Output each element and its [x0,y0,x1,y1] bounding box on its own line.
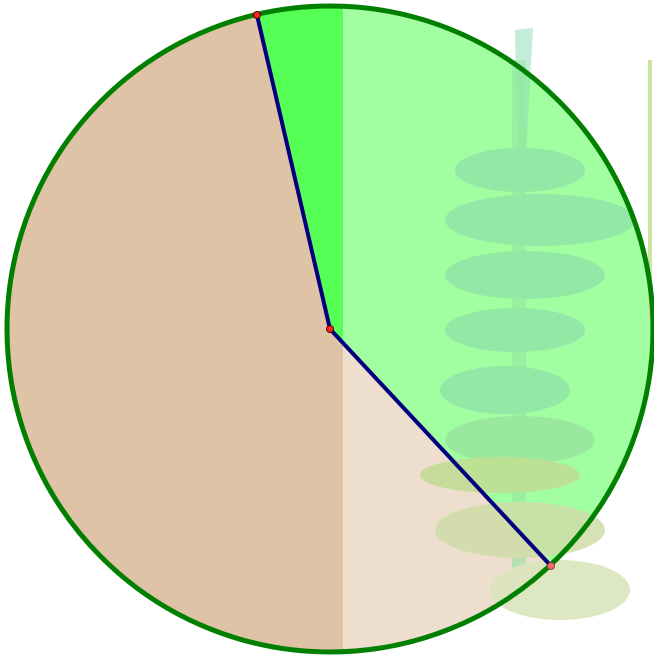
point-a[interactable] [254,12,261,19]
page [0,0,654,660]
point-b[interactable] [548,563,555,570]
applet-canvas [0,0,654,660]
center-point[interactable] [327,326,334,333]
